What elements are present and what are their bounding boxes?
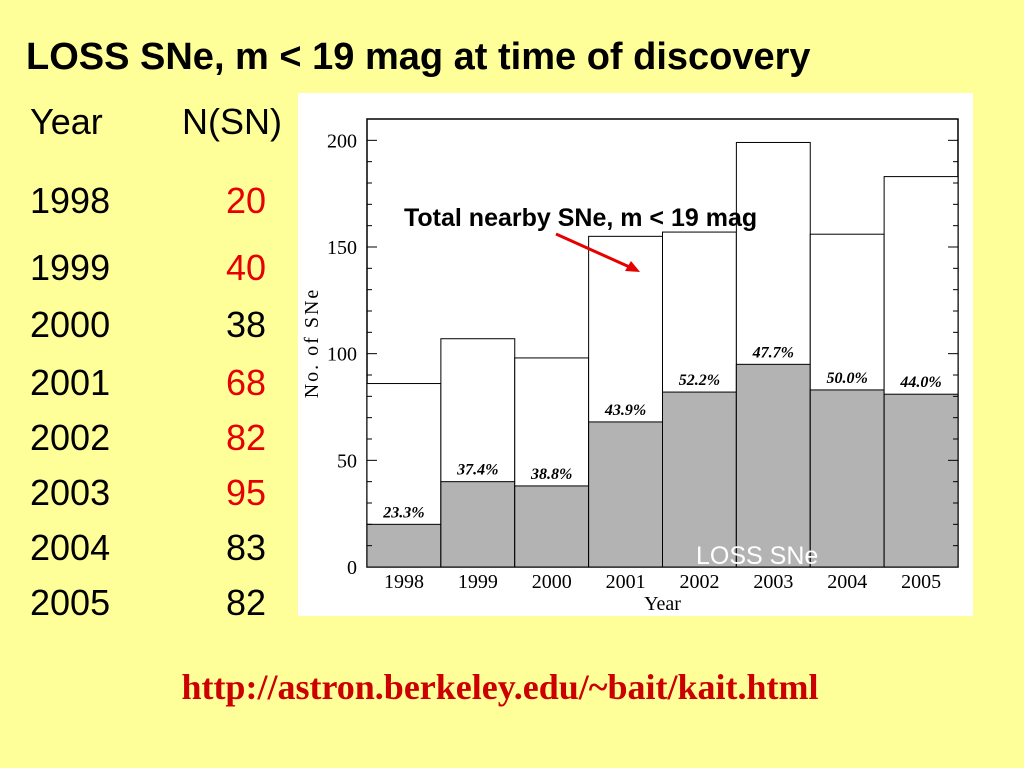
percent-label: 43.9% xyxy=(604,402,646,419)
annotation-arrow-head xyxy=(625,261,640,272)
row-year: 1998 xyxy=(30,180,111,221)
loss-bar xyxy=(366,523,442,568)
x-tick-label: 2002 xyxy=(679,571,719,593)
row-count: 20 xyxy=(225,180,266,221)
row-count: 38 xyxy=(225,304,266,345)
table-row: 2004 83 xyxy=(30,527,266,569)
percent-label: 23.3% xyxy=(382,504,424,521)
annotation-arrow-line xyxy=(555,232,635,271)
y-tick-label: 100 xyxy=(327,344,357,366)
loss-bar xyxy=(883,393,959,568)
row-count: 68 xyxy=(225,362,266,403)
plot-panel: 23.3% 37.4% 38.8% 43.9% 52.2% 47.7% 50.0% 44.0%… xyxy=(298,93,973,616)
loss-bar xyxy=(440,481,516,568)
table-row: 2001 68 xyxy=(30,362,266,404)
table-row: 2002 82 xyxy=(30,417,266,459)
table-row: 2000 38 xyxy=(30,304,266,346)
y-tick-label: 200 xyxy=(327,130,357,152)
row-count: 82 xyxy=(225,417,266,458)
table-row: 2005 82 xyxy=(30,582,266,624)
loss-bar xyxy=(662,391,737,568)
percent-label: 44.0% xyxy=(899,374,941,391)
x-axis-label: Year xyxy=(644,593,681,615)
row-count: 95 xyxy=(225,472,266,513)
loss-bar xyxy=(514,485,590,568)
loss-annotation: LOSS SNe xyxy=(696,542,818,570)
loss-bar xyxy=(735,363,811,568)
y-tick-label: 0 xyxy=(347,557,357,579)
row-count: 40 xyxy=(225,247,266,288)
bar-chart: 23.3% 37.4% 38.8% 43.9% 52.2% 47.7% 50.0% 44.0%… xyxy=(301,118,959,615)
row-year: 2001 xyxy=(30,362,111,403)
y-axis-label: No. of SNe xyxy=(301,288,323,399)
x-tick-label: 2004 xyxy=(827,571,867,593)
x-tick-label: 2003 xyxy=(753,571,793,593)
row-count: 83 xyxy=(225,527,266,568)
table-header: Year N(SN) xyxy=(30,101,310,143)
percent-label: 50.0% xyxy=(827,370,868,387)
source-url[interactable]: http://astron.berkeley.edu/~bait/kait.ht… xyxy=(181,667,819,707)
row-year: 2000 xyxy=(30,304,111,345)
row-year: 2003 xyxy=(30,472,111,513)
total-annotation: Total nearby SNe, m < 19 mag xyxy=(404,204,757,232)
row-year: 2004 xyxy=(30,527,111,568)
percent-label: 47.7% xyxy=(752,344,794,361)
x-tick-label: 2000 xyxy=(532,571,572,593)
row-count: 82 xyxy=(225,582,266,623)
loss-bar xyxy=(809,389,885,568)
header-count: N(SN) xyxy=(182,101,282,142)
x-tick-label: 1999 xyxy=(458,571,498,593)
percent-label: 52.2% xyxy=(679,372,720,389)
x-tick-label: 2005 xyxy=(901,571,941,593)
table-row: 1998 20 xyxy=(30,180,266,222)
x-tick-label: 1998 xyxy=(384,571,424,593)
table-row: 1999 40 xyxy=(30,247,266,289)
header-year: Year xyxy=(30,101,103,142)
y-tick-label: 150 xyxy=(327,237,357,259)
percent-label: 38.8% xyxy=(530,466,572,483)
y-tick-label: 50 xyxy=(337,450,357,472)
x-tick-label: 2001 xyxy=(606,571,646,593)
loss-bar xyxy=(588,421,663,568)
row-year: 2002 xyxy=(30,417,111,458)
row-year: 1999 xyxy=(30,247,111,288)
row-year: 2005 xyxy=(30,582,111,623)
percent-label: 37.4% xyxy=(456,462,498,479)
table-row: 2003 95 xyxy=(30,472,266,514)
slide-title: LOSS SNe, m < 19 mag at time of discover… xyxy=(26,36,811,78)
